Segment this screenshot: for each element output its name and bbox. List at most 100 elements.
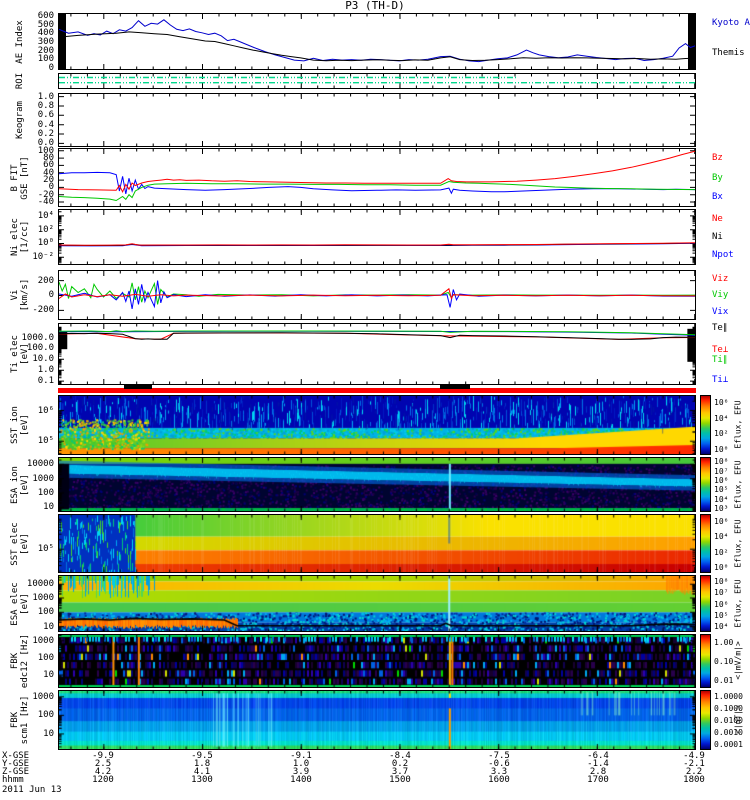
panel-ion-velocity: 200 0 -200 Vi [km/s] Viz Viy Vix [0, 270, 750, 320]
data-flag-bar [0, 385, 750, 393]
y-tick-label: 100.0 [26, 343, 54, 354]
footer-value: 1600 [488, 775, 510, 785]
panel-temperature: 1000.0 100.0 10.0 1.0 0.1 Ti elec [eV] Te∥ Te⊥ Ti… [0, 322, 750, 387]
colorbar-tick-label: 10⁴ [714, 494, 729, 504]
y-tick-label: 100 [37, 652, 54, 663]
legend-Viy: Viy [712, 290, 729, 300]
footer-value: -4.9 [683, 751, 705, 761]
y-tick-label: 100 [37, 607, 54, 618]
y-tick-label: 100 [37, 145, 54, 156]
y-tick-label: 0.2 [37, 129, 54, 140]
footer-value: 2.8 [589, 767, 607, 777]
footer-row-label-X-GSE: X-GSE [2, 751, 30, 761]
y-tick-label: 300 [37, 36, 54, 47]
y-tick-label: 0.0 [37, 138, 54, 149]
footer-value: 1200 [92, 775, 114, 785]
colorbar [700, 514, 711, 573]
y-tick-label: 10² [37, 224, 54, 235]
colorbar-tick-label: 10⁷ [714, 466, 729, 476]
y-tick-label: 1000 [32, 691, 54, 702]
plot-frame [58, 634, 696, 688]
y-tick-label: 100 [37, 54, 54, 65]
colorbar-tick-label: 1.00 [714, 638, 734, 648]
footer-value: -7.5 [488, 751, 510, 761]
colorbar-tick-label: 0.10 [714, 657, 734, 666]
panel-esa-ion-spectrogram: 10000 1000 100 10 ESA ion [eV] 10⁸ 10⁷ 10⁶ 10⁵ 10⁴… [0, 457, 750, 513]
colorbar-tick-label: 10⁶ [714, 517, 729, 527]
y-tick-label: 10 [43, 728, 54, 739]
panel-b-fit: 100 80 60 40 20 0 -20 -40 B FIT GSE [nT] Bz By Bx [0, 145, 750, 207]
footer-value: -6.4 [587, 751, 609, 761]
y-tick-label: 10⁴ [37, 210, 54, 221]
footer-row-label-Z-GSE: Z-GSE [2, 767, 30, 777]
colorbar-tick-label: 10⁴ [714, 413, 729, 423]
panel-fbk-scm1-spectrogram: 1000 100 10 FBK scm1 [Hz] 1.0000 0.1000 0.0100 0… [0, 690, 750, 750]
panel-density: 10⁴ 10² 10⁰ 10⁻² Ni elec [1/cc] Ne Ni Npot [0, 209, 750, 265]
legend-Te∥: Te∥ [712, 322, 728, 333]
footer-value: 1.8 [193, 759, 211, 769]
footer-row-label-hhmm: hhmm [2, 775, 24, 785]
plot-frame [58, 690, 696, 750]
y-tick-label: 0.1 [37, 376, 54, 387]
y-tick-label: 0.6 [37, 110, 54, 121]
legend-Viz: Viz [712, 273, 729, 284]
footer-value: 1400 [290, 775, 312, 785]
legend-Kyoto AE: Kyoto AE [712, 18, 750, 29]
y-tick-label: 10000 [26, 459, 54, 470]
colorbar-tick-label: 10⁶ [714, 476, 729, 486]
footer-value: -9.5 [191, 751, 213, 761]
spectrogram-canvas-sst_elec [59, 515, 695, 572]
spectrogram-canvas-sst_ion [59, 396, 695, 454]
legend-Ni: Ni [712, 232, 723, 242]
colorbar-tick-label: 10⁸ [714, 457, 729, 467]
plot-frame [58, 13, 696, 70]
plot-frame [58, 73, 696, 89]
legend-Ti∥: Ti∥ [712, 355, 728, 366]
plot-frame [58, 457, 696, 512]
y-tick-label: 100 [37, 710, 54, 721]
spectrogram-canvas-esa_elec [59, 576, 695, 631]
y-tick-label: 0.8 [37, 100, 54, 111]
plot-frame [58, 575, 696, 632]
colorbar [700, 395, 711, 455]
y-tick-label: 400 [37, 28, 54, 39]
plot-frame [58, 270, 696, 320]
plot-frame [58, 395, 696, 455]
legend-Ti⊥: Ti⊥ [712, 375, 729, 386]
page-title: P3 (TH-D) [345, 0, 405, 12]
footer-value: -8.4 [389, 751, 411, 761]
footer-value: 0.2 [391, 759, 409, 769]
flag-gap-mark [123, 385, 153, 389]
y-tick-label: 10000 [26, 579, 54, 590]
footer-value: 3.9 [292, 767, 310, 777]
footer-value: -0.6 [488, 759, 510, 769]
y-tick-label: 1000.0 [21, 332, 54, 343]
colorbar [700, 634, 711, 688]
y-tick-label: 0 [48, 62, 54, 73]
footer-value: -1.4 [587, 759, 609, 769]
plot-frame [58, 209, 696, 265]
y-tick-label: 20 [43, 175, 54, 186]
y-tick-label: 500 [37, 19, 54, 30]
plot-frame [58, 514, 696, 573]
colorbar-tick-label: 10⁷ [714, 588, 729, 598]
footer-value: 3.7 [391, 767, 409, 777]
legend-Bz: Bz [712, 153, 723, 164]
y-tick-label: 100 [37, 487, 54, 498]
y-tick-label: 200 [37, 275, 54, 286]
footer-value: 1300 [191, 775, 213, 785]
y-tick-label: 10⁻² [32, 252, 54, 263]
footer-value: 1500 [389, 775, 411, 785]
colorbar-tick-label: 0.01 [714, 675, 734, 685]
colorbar-tick-label: 1.0000 [714, 692, 743, 701]
footer-value: -9.1 [290, 751, 312, 761]
colorbar-tick-label: 10⁴ [714, 622, 729, 632]
colorbar-unit-label: <|nT|> [733, 705, 743, 734]
footer-value: 4.1 [193, 767, 211, 777]
y-tick-label: 1000 [32, 473, 54, 484]
colorbar-tick-label: 10² [714, 547, 729, 557]
colorbar-tick-label: 0.0001 [714, 740, 743, 749]
y-tick-label: 60 [43, 160, 54, 171]
